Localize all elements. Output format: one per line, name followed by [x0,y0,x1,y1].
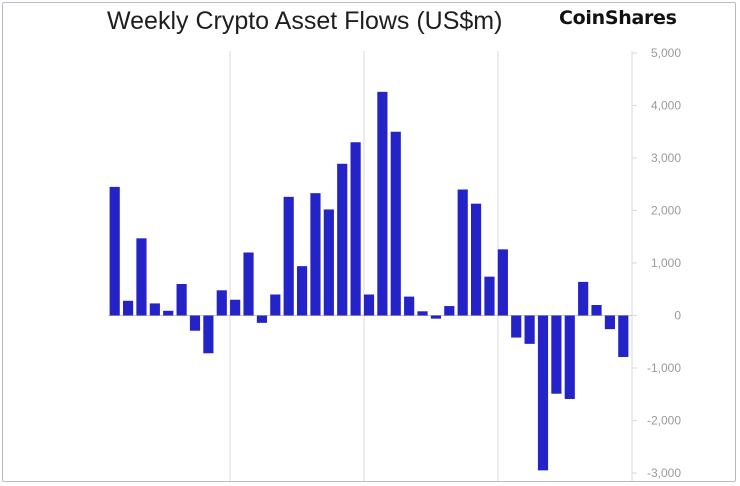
bars [109,91,629,471]
bar-24 [417,311,428,316]
y-tick-label: -2,000 [647,414,681,428]
bar-3 [136,238,147,316]
bar-10 [230,299,241,316]
bar-4 [149,303,160,316]
chart-title: Weekly Crypto Asset Flows (US$m) [107,7,503,35]
bar-1 [109,186,120,316]
bar-13 [270,294,281,316]
bar-21 [377,91,388,316]
y-tick-label: -3,000 [647,466,681,480]
bar-23 [404,296,415,316]
bar-11 [243,252,254,316]
y-tick-label: 4,000 [651,99,681,113]
bar-2 [122,300,134,316]
bar-37 [591,305,602,316]
bar-8 [203,315,214,354]
bar-29 [484,276,495,316]
y-axis-ticks: 5,000 4,000 3,000 2,000 1,000 0 -1,000 -2,000 -3… [632,46,681,480]
bar-39 [618,315,629,357]
bar-12 [256,315,268,323]
bar-16 [310,193,321,316]
bar-28 [470,203,482,316]
bar-17 [323,209,334,316]
bar-31 [511,315,522,338]
bar-33 [537,315,549,471]
bar-36 [578,281,589,316]
bar-20 [363,294,375,316]
bar-25 [430,315,442,319]
coinshares-logo: CoinShares [559,7,677,29]
bar-35 [564,315,575,399]
chart-frame: 5,000 4,000 3,000 2,000 1,000 0 -1,000 -2,000 -3… [2,2,736,482]
bar-30 [497,249,508,316]
bar-5 [163,310,174,316]
bar-27 [457,189,468,316]
y-tick-label: 0 [674,309,681,323]
bar-32 [524,315,535,344]
bar-34 [551,315,562,394]
bar-9 [216,290,227,316]
bar-19 [350,142,361,316]
flows-chart: 5,000 4,000 3,000 2,000 1,000 0 -1,000 -2,000 -3… [108,46,681,481]
bar-7 [189,315,201,331]
bar-14 [283,196,294,316]
y-tick-label: 3,000 [651,151,681,165]
bar-22 [390,131,401,316]
bar-38 [604,315,616,330]
bar-26 [444,306,455,316]
bar-15 [296,266,308,316]
y-tick-label: 1,000 [651,256,681,270]
bar-18 [337,163,348,316]
y-tick-label: 5,000 [651,46,681,60]
y-tick-label: 2,000 [651,204,681,218]
y-tick-label: -1,000 [647,361,681,375]
grid-lines [108,51,633,481]
bar-6 [176,284,187,316]
